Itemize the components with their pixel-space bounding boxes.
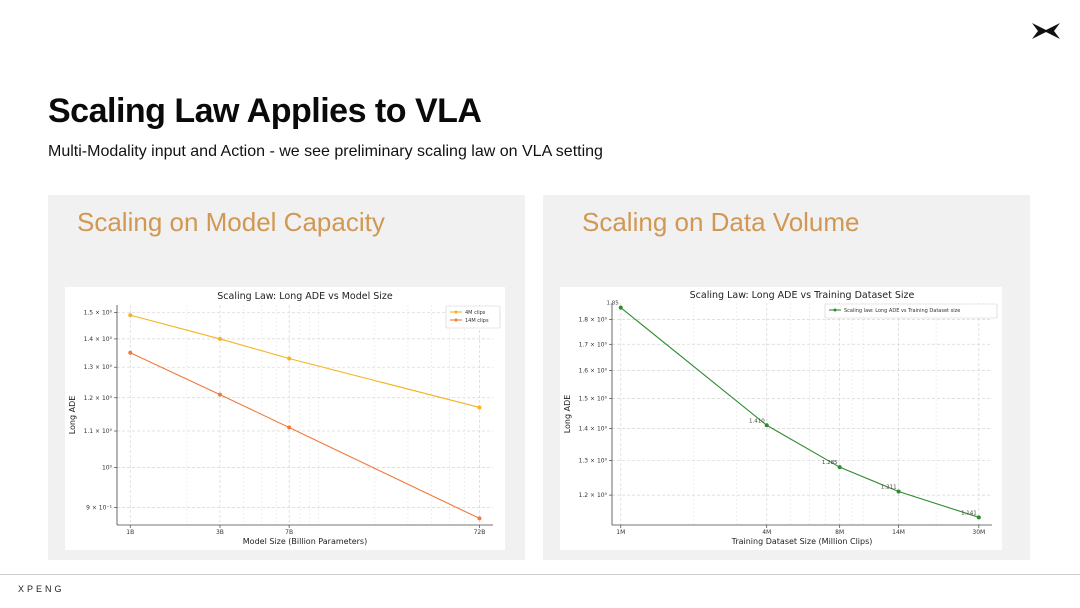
y-tick-label: 1.3 × 10⁰ — [84, 364, 113, 371]
model-size-chart: 1B 3B 7B 72B 1.5 × 10⁰ 1.4 × 10⁰ 1.3 × 10⁰ 1.2 … — [68, 291, 501, 546]
y-axis-label: Long ADE — [68, 396, 77, 435]
page-subtitle: Multi-Modality input and Action - we see… — [48, 143, 603, 160]
series-line — [130, 314, 480, 408]
page-title: Scaling Law Applies to VLA — [48, 92, 482, 130]
chart-title: Scaling Law: Long ADE vs Model Size — [217, 291, 393, 302]
data-point — [764, 423, 769, 428]
x-tick-label: 3B — [216, 529, 224, 536]
data-point — [837, 465, 842, 470]
footer-brand: XPENG — [18, 584, 65, 594]
y-tick-label: 1.3 × 10⁰ — [579, 457, 608, 464]
data-volume-title: Scaling on Data Volume — [582, 207, 860, 237]
point-label: 1.285 — [822, 460, 838, 466]
point-label: 1.410 — [749, 418, 765, 424]
series-line — [620, 307, 979, 518]
legend-label: 14M clips — [465, 318, 489, 324]
y-tick-label: 9 × 10⁻¹ — [86, 505, 112, 512]
model-size-chart-card: 1B 3B 7B 72B 1.5 × 10⁰ 1.4 × 10⁰ 1.3 × 10⁰ 1.2 … — [65, 287, 505, 550]
dataset-size-chart-card: 1M 4M 8M 14M 30M 1.8 × 10⁰ 1.7 × 10⁰ 1.6 × 10⁰ 1… — [560, 287, 1002, 550]
data-point — [287, 425, 292, 430]
x-tick-label: 4M — [762, 529, 771, 536]
y-axis-label: Long ADE — [563, 395, 572, 434]
legend-box — [824, 303, 998, 319]
x-tick-label: 8M — [835, 529, 844, 536]
y-tick-label: 1.7 × 10⁰ — [579, 341, 608, 348]
legend-label: 4M clips — [465, 310, 486, 316]
data-point — [477, 516, 482, 521]
y-tick-label: 10⁰ — [102, 464, 113, 471]
data-point — [217, 336, 222, 341]
dataset-size-chart: 1M 4M 8M 14M 30M 1.8 × 10⁰ 1.7 × 10⁰ 1.6 × 10⁰ 1… — [563, 290, 998, 546]
series-line — [130, 352, 480, 519]
legend-marker — [454, 318, 458, 322]
point-label: 1.141 — [961, 510, 977, 516]
y-tick-label: 1.6 × 10⁰ — [579, 368, 608, 375]
data-point — [217, 392, 222, 397]
chart-title: Scaling Law: Long ADE vs Training Datase… — [690, 290, 915, 301]
xpeng-logo-icon — [1032, 23, 1060, 39]
y-tick-label: 1.8 × 10⁰ — [579, 317, 608, 324]
legend-marker — [454, 310, 458, 314]
y-tick-label: 1.5 × 10⁰ — [579, 395, 608, 402]
x-tick-label: 1M — [616, 529, 625, 536]
y-tick-label: 1.2 × 10⁰ — [579, 492, 608, 499]
data-point — [896, 489, 901, 494]
y-tick-label: 1.4 × 10⁰ — [579, 425, 608, 432]
x-tick-label: 7B — [285, 529, 293, 536]
model-capacity-panel: Scaling on Model Capacity 1B 3B 7B 72B 1.5 ×… — [48, 195, 525, 560]
legend-label: Scaling law: Long ADE vs Training Datase… — [844, 308, 960, 314]
data-point — [477, 405, 482, 410]
data-point — [287, 356, 292, 361]
footer-divider — [0, 574, 1080, 575]
x-axis-label: Model Size (Billion Parameters) — [243, 537, 367, 546]
x-axis-label: Training Dataset Size (Million Clips) — [731, 537, 873, 546]
data-volume-panel: Scaling on Data Volume 1M 4M 8M 14M 30M 1.8 ×… — [543, 195, 1030, 560]
model-capacity-title: Scaling on Model Capacity — [77, 207, 385, 237]
data-point — [128, 350, 133, 355]
y-tick-label: 1.4 × 10⁰ — [84, 336, 113, 343]
data-point — [976, 515, 981, 520]
y-tick-label: 1.2 × 10⁰ — [84, 395, 113, 402]
x-tick-label: 14M — [892, 529, 905, 536]
x-tick-label: 1B — [126, 529, 134, 536]
legend-marker — [833, 308, 837, 312]
x-tick-label: 30M — [972, 529, 985, 536]
y-tick-label: 1.5 × 10⁰ — [84, 310, 113, 317]
data-point — [128, 313, 133, 318]
point-label: 1.211 — [881, 485, 897, 491]
point-label: 1.85 — [607, 301, 620, 307]
y-tick-label: 1.1 × 10⁰ — [84, 428, 113, 435]
data-point — [618, 305, 623, 310]
x-tick-label: 72B — [474, 529, 486, 536]
